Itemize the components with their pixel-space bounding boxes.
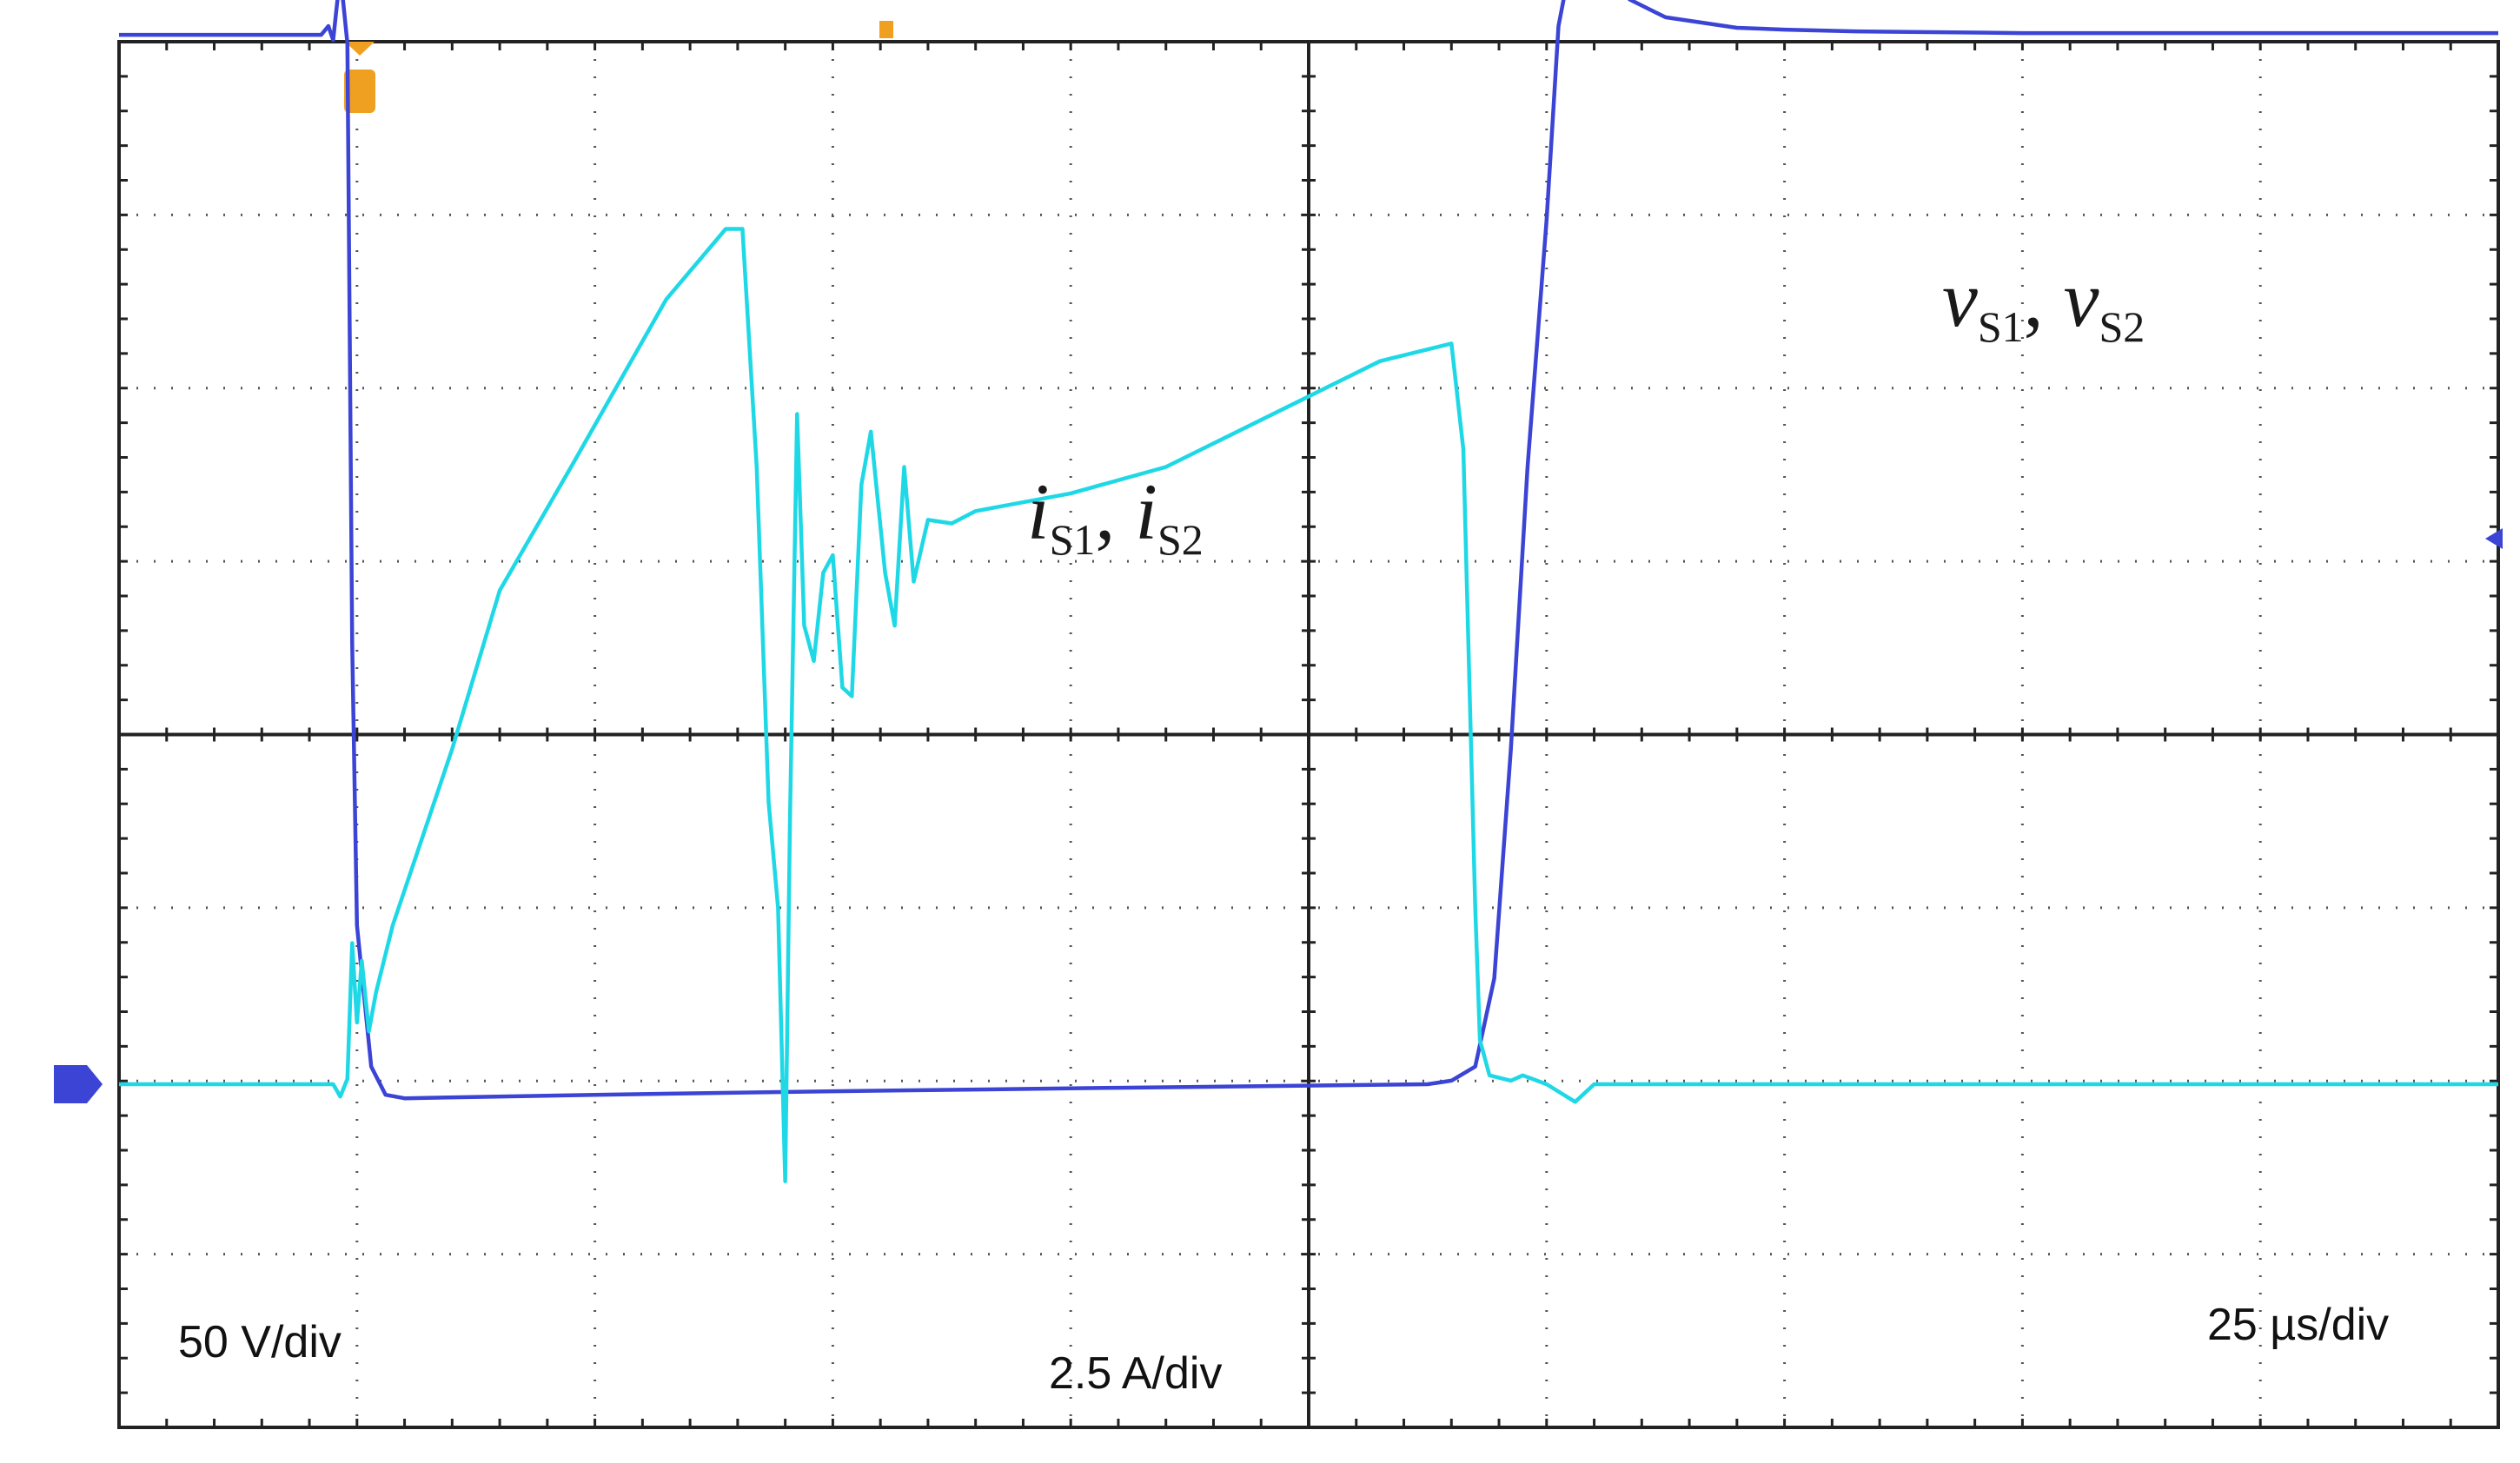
trigger-marker-icon: [344, 70, 375, 113]
channel-markers: [54, 21, 2503, 1103]
voltage-scale-label: 50 V/div: [178, 1317, 342, 1367]
waveforms: [119, 0, 2498, 1183]
channel-ground-marker-icon: [54, 1065, 103, 1103]
current-trace: [119, 227, 2498, 1183]
trigger-level-marker-icon: [2485, 528, 2503, 549]
voltage-trace: [119, 0, 2498, 1101]
current-series-label: iS1, iS2: [1027, 467, 1204, 564]
trigger-position-icon: [345, 42, 375, 56]
voltage-series-label: vS1, vS2: [1942, 255, 2145, 351]
labels: 50 V/div 2.5 A/div 25 µs/div vS1, vS2 iS…: [178, 255, 2389, 1399]
delay-marker-icon: [879, 21, 893, 38]
grid: [117, 40, 2500, 1429]
current-scale-label: 2.5 A/div: [1049, 1348, 1222, 1399]
time-scale-label: 25 µs/div: [2207, 1300, 2389, 1350]
